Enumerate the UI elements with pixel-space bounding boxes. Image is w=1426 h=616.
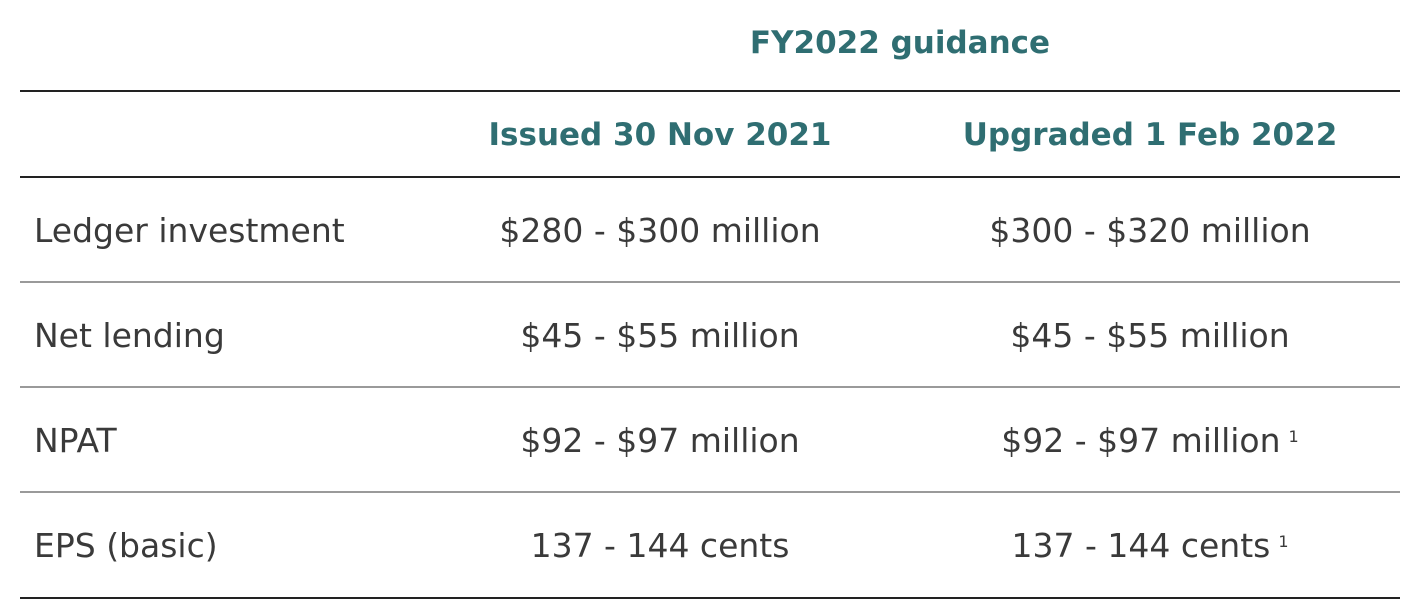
column-header-label bbox=[20, 94, 400, 176]
row-label: NPAT bbox=[34, 420, 117, 460]
row-issued-value: $280 - $300 million bbox=[499, 210, 821, 250]
row-divider bbox=[20, 386, 1400, 388]
row-upgraded-value: 137 - 144 cents bbox=[1011, 525, 1271, 565]
row-label: Net lending bbox=[34, 315, 225, 355]
group-header-fy2022-guidance: FY2022 guidance bbox=[749, 25, 1051, 61]
table-row: Ledger investment $280 - $300 million $3… bbox=[20, 178, 1400, 282]
row-issued-value: 137 - 144 cents bbox=[530, 525, 790, 565]
table-row: Net lending $45 - $55 million $45 - $55 … bbox=[20, 283, 1400, 387]
footnote-marker: 1 bbox=[1278, 531, 1289, 551]
row-divider bbox=[20, 281, 1400, 283]
table-top-rule bbox=[20, 90, 1400, 92]
column-header-row: Issued 30 Nov 2021 Upgraded 1 Feb 2022 bbox=[20, 94, 1400, 176]
table-row: NPAT $92 - $97 million $92 - $97 million… bbox=[20, 388, 1400, 492]
row-upgraded-cell: $45 - $55 million bbox=[900, 283, 1400, 387]
row-upgraded-value: $45 - $55 million bbox=[1010, 315, 1290, 355]
column-header-issued: Issued 30 Nov 2021 bbox=[488, 117, 832, 153]
footnote-marker: 1 bbox=[1288, 426, 1299, 446]
row-upgraded-cell: $92 - $97 million 1 bbox=[900, 388, 1400, 492]
row-divider bbox=[20, 491, 1400, 493]
row-issued-value: $45 - $55 million bbox=[520, 315, 800, 355]
table-bottom-rule bbox=[20, 597, 1400, 599]
row-issued-value: $92 - $97 million bbox=[520, 420, 800, 460]
row-label: Ledger investment bbox=[34, 210, 345, 250]
row-upgraded-value: $300 - $320 million bbox=[989, 210, 1311, 250]
row-upgraded-cell: 137 - 144 cents 1 bbox=[900, 493, 1400, 597]
row-upgraded-cell: $300 - $320 million bbox=[900, 178, 1400, 282]
row-upgraded-value: $92 - $97 million bbox=[1001, 420, 1281, 460]
column-header-upgraded: Upgraded 1 Feb 2022 bbox=[962, 117, 1338, 153]
row-label: EPS (basic) bbox=[34, 525, 218, 565]
table-row: EPS (basic) 137 - 144 cents 137 - 144 ce… bbox=[20, 493, 1400, 597]
header-bottom-rule bbox=[20, 176, 1400, 178]
